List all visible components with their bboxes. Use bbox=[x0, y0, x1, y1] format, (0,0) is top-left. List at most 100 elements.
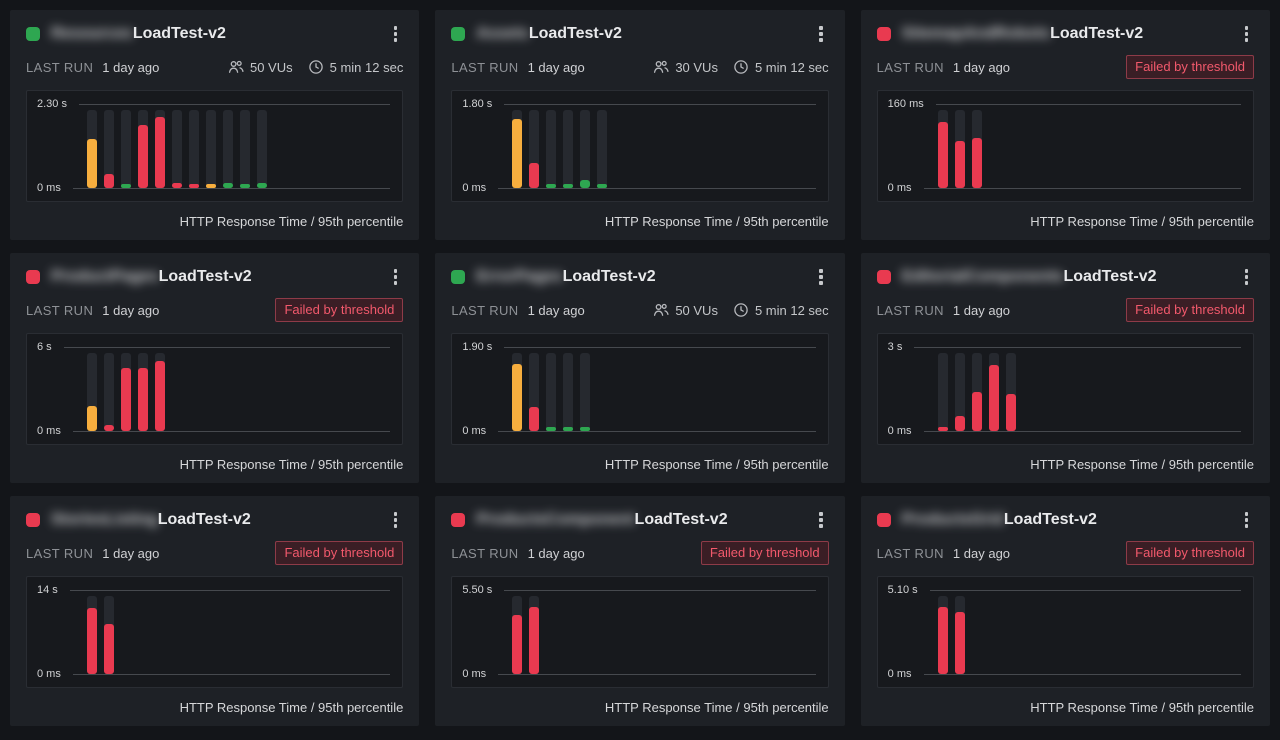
y-max-label: 160 ms bbox=[887, 98, 924, 110]
more-options-icon[interactable] bbox=[1239, 507, 1255, 533]
card-header: StoriesListing LoadTest-v2 bbox=[26, 508, 403, 532]
card-header: Resources LoadTest-v2 bbox=[26, 22, 403, 46]
bar-fill bbox=[87, 607, 97, 674]
test-name-suffix: LoadTest-v2 bbox=[158, 268, 252, 285]
more-options-icon[interactable] bbox=[388, 264, 404, 290]
bar-fill bbox=[546, 183, 557, 188]
vus-stat: 50 VUs bbox=[228, 59, 293, 75]
bar-slot bbox=[104, 590, 114, 674]
more-options-icon[interactable] bbox=[813, 507, 829, 533]
meta-row: LAST RUN 1 day ago bbox=[877, 298, 1254, 322]
card-header: ProductsComponent LoadTest-v2 bbox=[451, 508, 828, 532]
redacted-test-name: StoriesListing bbox=[51, 511, 158, 528]
bar-fill bbox=[223, 182, 233, 188]
users-icon bbox=[654, 303, 669, 316]
last-run-value: 1 day ago bbox=[952, 302, 1011, 318]
bar-track bbox=[546, 353, 557, 431]
bar-track bbox=[223, 110, 233, 188]
vus-stat: 30 VUs bbox=[653, 59, 718, 75]
bar-fill bbox=[512, 615, 523, 674]
bar-slot bbox=[954, 590, 965, 674]
card-title: ProductsComponent LoadTest-v2 bbox=[476, 511, 727, 529]
test-card[interactable]: EditorialComponents LoadTest-v2 LAST RUN… bbox=[860, 253, 1270, 483]
meta-row: LAST RUN 1 day ago 50 VUs bbox=[451, 299, 828, 321]
y-axis-max: 6 s bbox=[37, 340, 391, 354]
bar-fill bbox=[512, 363, 523, 431]
bar-slot bbox=[580, 104, 591, 188]
test-card[interactable]: StoriesListing LoadTest-v2 LAST RUN 1 da… bbox=[10, 496, 420, 726]
meta-right: Failed by threshold bbox=[1126, 55, 1254, 79]
y-max-label: 6 s bbox=[37, 341, 52, 353]
test-name-suffix: LoadTest-v2 bbox=[132, 25, 226, 42]
test-card[interactable]: Resources LoadTest-v2 LAST RUN 1 day ago… bbox=[10, 10, 420, 240]
more-options-icon[interactable] bbox=[388, 507, 404, 533]
bar-fill bbox=[971, 137, 982, 188]
status-square-icon bbox=[876, 513, 891, 527]
bar-fill bbox=[988, 364, 999, 431]
status-square-icon bbox=[451, 27, 466, 41]
top-gridline bbox=[929, 589, 1241, 591]
bars-plot bbox=[87, 104, 390, 188]
y-axis-min: 0 ms bbox=[37, 667, 391, 681]
chart-panel: 3 s 0 ms bbox=[876, 333, 1254, 445]
bottom-gridline bbox=[498, 430, 816, 432]
chart-caption: HTTP Response Time / 95th percentile bbox=[179, 214, 404, 229]
bar-fill bbox=[954, 140, 965, 188]
bar-fill bbox=[138, 368, 148, 431]
bar-fill bbox=[155, 361, 165, 431]
y-min-label: 0 ms bbox=[887, 668, 912, 680]
bar-slot bbox=[87, 347, 97, 431]
clock-icon bbox=[734, 303, 748, 317]
top-gridline bbox=[914, 346, 1241, 348]
card-title: Assets LoadTest-v2 bbox=[476, 25, 622, 43]
status-square-icon bbox=[451, 270, 466, 284]
meta-row: LAST RUN 1 day ago 50 VUs bbox=[26, 56, 403, 78]
failed-by-threshold-badge: Failed by threshold bbox=[1126, 541, 1254, 565]
test-name-suffix: LoadTest-v2 bbox=[634, 511, 728, 528]
y-axis-min: 0 ms bbox=[888, 424, 1241, 438]
card-title: StoriesListing LoadTest-v2 bbox=[51, 511, 251, 529]
bar-fill bbox=[206, 183, 216, 188]
chart-panel: 5.10 s 0 ms bbox=[876, 576, 1254, 688]
more-options-icon[interactable] bbox=[1239, 264, 1255, 290]
last-run-value: 1 day ago bbox=[527, 59, 585, 75]
status-square-icon bbox=[876, 27, 891, 41]
bar-track bbox=[87, 353, 97, 431]
test-card[interactable]: ProductPages LoadTest-v2 LAST RUN 1 day … bbox=[10, 253, 420, 483]
y-min-label: 0 ms bbox=[37, 182, 61, 194]
vus-count: 50 VUs bbox=[675, 302, 718, 318]
y-min-label: 0 ms bbox=[462, 182, 487, 194]
test-card[interactable]: ErrorPages LoadTest-v2 LAST RUN 1 day ag… bbox=[435, 253, 845, 483]
more-options-icon[interactable] bbox=[388, 21, 404, 47]
last-run-value: 1 day ago bbox=[527, 302, 585, 318]
test-card[interactable]: SitemapAndRobots LoadTest-v2 LAST RUN 1 … bbox=[860, 10, 1270, 240]
last-run-value: 1 day ago bbox=[102, 545, 160, 561]
chart-caption: HTTP Response Time / 95th percentile bbox=[179, 700, 404, 715]
y-max-label: 2.30 s bbox=[37, 98, 67, 110]
test-card[interactable]: ProductsGrid LoadTest-v2 LAST RUN 1 day … bbox=[860, 496, 1270, 726]
test-card[interactable]: Assets LoadTest-v2 LAST RUN 1 day ago 30… bbox=[435, 10, 845, 240]
bar-slot bbox=[563, 104, 574, 188]
more-options-icon[interactable] bbox=[813, 21, 829, 47]
bar-slot bbox=[155, 104, 165, 188]
chart-caption: HTTP Response Time / 95th percentile bbox=[604, 700, 829, 715]
bar-track bbox=[954, 353, 965, 431]
more-options-icon[interactable] bbox=[1239, 21, 1255, 47]
bar-fill bbox=[87, 405, 97, 431]
meta-row: LAST RUN 1 day ago bbox=[877, 541, 1254, 565]
bars-plot bbox=[512, 104, 815, 188]
bar-fill bbox=[529, 606, 540, 674]
test-name-suffix: LoadTest-v2 bbox=[157, 511, 251, 528]
bar-fill bbox=[87, 139, 97, 188]
bar-slot bbox=[512, 104, 523, 188]
chart-panel: 2.30 s 0 ms bbox=[26, 90, 404, 202]
y-axis-max: 5.50 s bbox=[462, 583, 816, 597]
test-card[interactable]: ProductsComponent LoadTest-v2 LAST RUN 1… bbox=[435, 496, 845, 726]
chart-panel: 160 ms 0 ms bbox=[876, 90, 1254, 202]
y-axis-min: 0 ms bbox=[888, 181, 1241, 195]
chart-caption: HTTP Response Time / 95th percentile bbox=[604, 214, 829, 229]
more-options-icon[interactable] bbox=[813, 264, 829, 290]
bar-slot bbox=[121, 347, 131, 431]
meta-row: LAST RUN 1 day ago bbox=[26, 541, 404, 565]
last-run-label: LAST RUN bbox=[451, 545, 519, 561]
